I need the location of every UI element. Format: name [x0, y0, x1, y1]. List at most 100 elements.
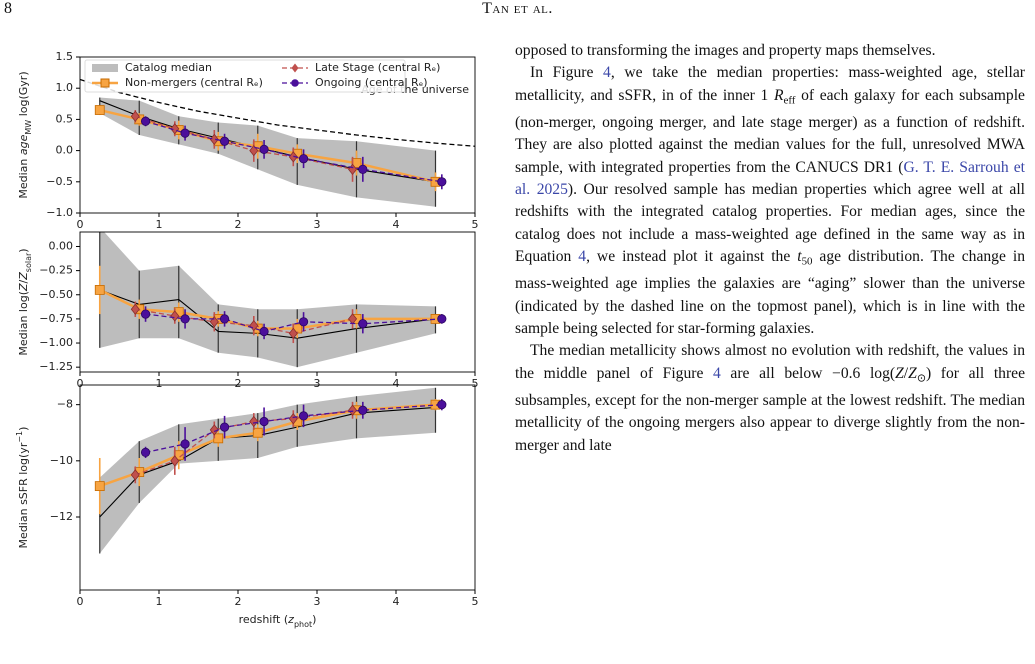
text-run: 50	[801, 255, 813, 268]
marker	[170, 310, 180, 322]
y-tick-label: −8	[57, 398, 73, 411]
x-tick-label: 1	[156, 377, 163, 390]
marker	[249, 415, 259, 428]
marker	[94, 105, 105, 115]
y-tick-label: −0.75	[39, 312, 73, 325]
page-number: 8	[4, 0, 12, 17]
y-tick-label: −1.00	[39, 336, 73, 349]
text-run: z	[287, 613, 294, 626]
plot-area	[80, 78, 475, 207]
legend-label: Late Stage (central Rₑ)	[315, 61, 440, 74]
y-tick-label: −10	[50, 454, 73, 467]
text-run: , we take the median properties: mass-we…	[515, 64, 1025, 104]
legend-swatch	[92, 64, 118, 72]
running-title: Tan et al.	[482, 0, 553, 17]
text-run: t	[797, 248, 802, 266]
text-run: /	[903, 364, 909, 382]
link[interactable]: 4	[578, 248, 587, 266]
text-run: )	[312, 613, 316, 626]
marker	[358, 164, 368, 174]
x-tick-label: 5	[472, 218, 479, 231]
y-axis-label: Median ageMW log(Gyr)	[17, 71, 33, 198]
text-run: The median metallicity shows almost no e…	[515, 342, 1025, 382]
text-run: phot	[294, 620, 312, 629]
marker	[140, 309, 151, 319]
y-tick-label: −12	[50, 510, 73, 523]
text-run: of each galaxy for each subsample (non-m…	[515, 86, 1025, 176]
marker	[437, 314, 447, 324]
text-run: ). Our resolved sample has median proper…	[515, 180, 1025, 266]
y-tick-label: −1.0	[46, 206, 73, 219]
marker	[358, 405, 368, 415]
text-run: Median	[17, 155, 30, 199]
plot-area	[94, 387, 447, 554]
marker	[140, 116, 151, 126]
marker	[348, 404, 358, 416]
marker	[437, 177, 447, 187]
median-line	[99, 289, 436, 339]
y-tick-label: −0.25	[39, 264, 73, 277]
marker	[209, 133, 219, 146]
y-tick-label: 0.0	[56, 144, 74, 157]
x-tick-label: 0	[77, 377, 84, 390]
legend-box	[84, 59, 406, 93]
x-tick-label: 4	[393, 595, 400, 608]
marker	[94, 481, 105, 491]
median-line	[99, 406, 436, 518]
marker	[219, 314, 230, 324]
x-tick-label: 5	[472, 377, 479, 390]
text-run: are all below −0.6 log(	[720, 364, 896, 382]
marker	[130, 303, 140, 315]
axes-frame	[79, 384, 476, 591]
paragraph: The median metallicity shows almost no e…	[515, 340, 1025, 457]
x-tick-label: 2	[235, 377, 242, 390]
y-tick-label: −1.25	[39, 360, 73, 373]
marker	[298, 154, 309, 164]
y-tick-label: −0.5	[46, 175, 73, 188]
marker	[130, 110, 140, 122]
marker	[130, 469, 140, 481]
marker	[259, 326, 269, 337]
text-run: Z	[908, 364, 917, 382]
link[interactable]: G. T. E. Sarrouh et al. 2025	[515, 158, 1025, 198]
axes-frame	[79, 56, 476, 214]
legend-marker	[291, 79, 299, 87]
text-run: redshift (	[239, 613, 289, 626]
marker	[94, 285, 105, 295]
marker	[209, 424, 219, 436]
x-tick-label: 2	[235, 218, 242, 231]
marker	[437, 400, 447, 410]
series-line	[99, 403, 436, 488]
legend-label: Catalog median	[125, 61, 212, 74]
link[interactable]: 4	[713, 364, 721, 382]
legend-label: Non-mergers (central Rₑ)	[125, 76, 263, 89]
x-tick-label: 3	[314, 218, 321, 231]
series-line	[135, 115, 353, 170]
text-run: Median sSFR log(yr	[17, 442, 30, 548]
marker	[298, 317, 309, 327]
legend-label: Ongoing (central Rₑ)	[315, 76, 428, 89]
text-run: In Figure	[530, 64, 604, 82]
x-tick-label: 4	[393, 218, 400, 231]
axes-frame	[79, 231, 476, 373]
text-run: opposed to transforming the images and p…	[515, 42, 936, 59]
marker	[259, 144, 269, 154]
plot-area	[94, 232, 447, 368]
marker	[170, 455, 180, 467]
x-tick-label: 3	[314, 595, 321, 608]
text-run: solar	[24, 252, 33, 272]
text-run: Z	[17, 283, 30, 292]
x-tick-label: 1	[156, 595, 163, 608]
legend-marker	[291, 63, 299, 73]
link[interactable]: 4	[603, 64, 611, 82]
x-axis-label: redshift (zphot)	[239, 613, 317, 629]
text-run: Z	[17, 272, 30, 281]
text-run: /	[17, 279, 30, 283]
y-tick-label: 0.5	[56, 112, 74, 125]
legend-marker	[100, 78, 110, 88]
text-run: age distribution. The change in mass-wei…	[515, 248, 1025, 337]
series-line	[80, 78, 475, 147]
marker	[180, 128, 190, 138]
text-run: )	[17, 427, 30, 431]
paragraph: In Figure 4, we take the median properti…	[515, 62, 1025, 340]
